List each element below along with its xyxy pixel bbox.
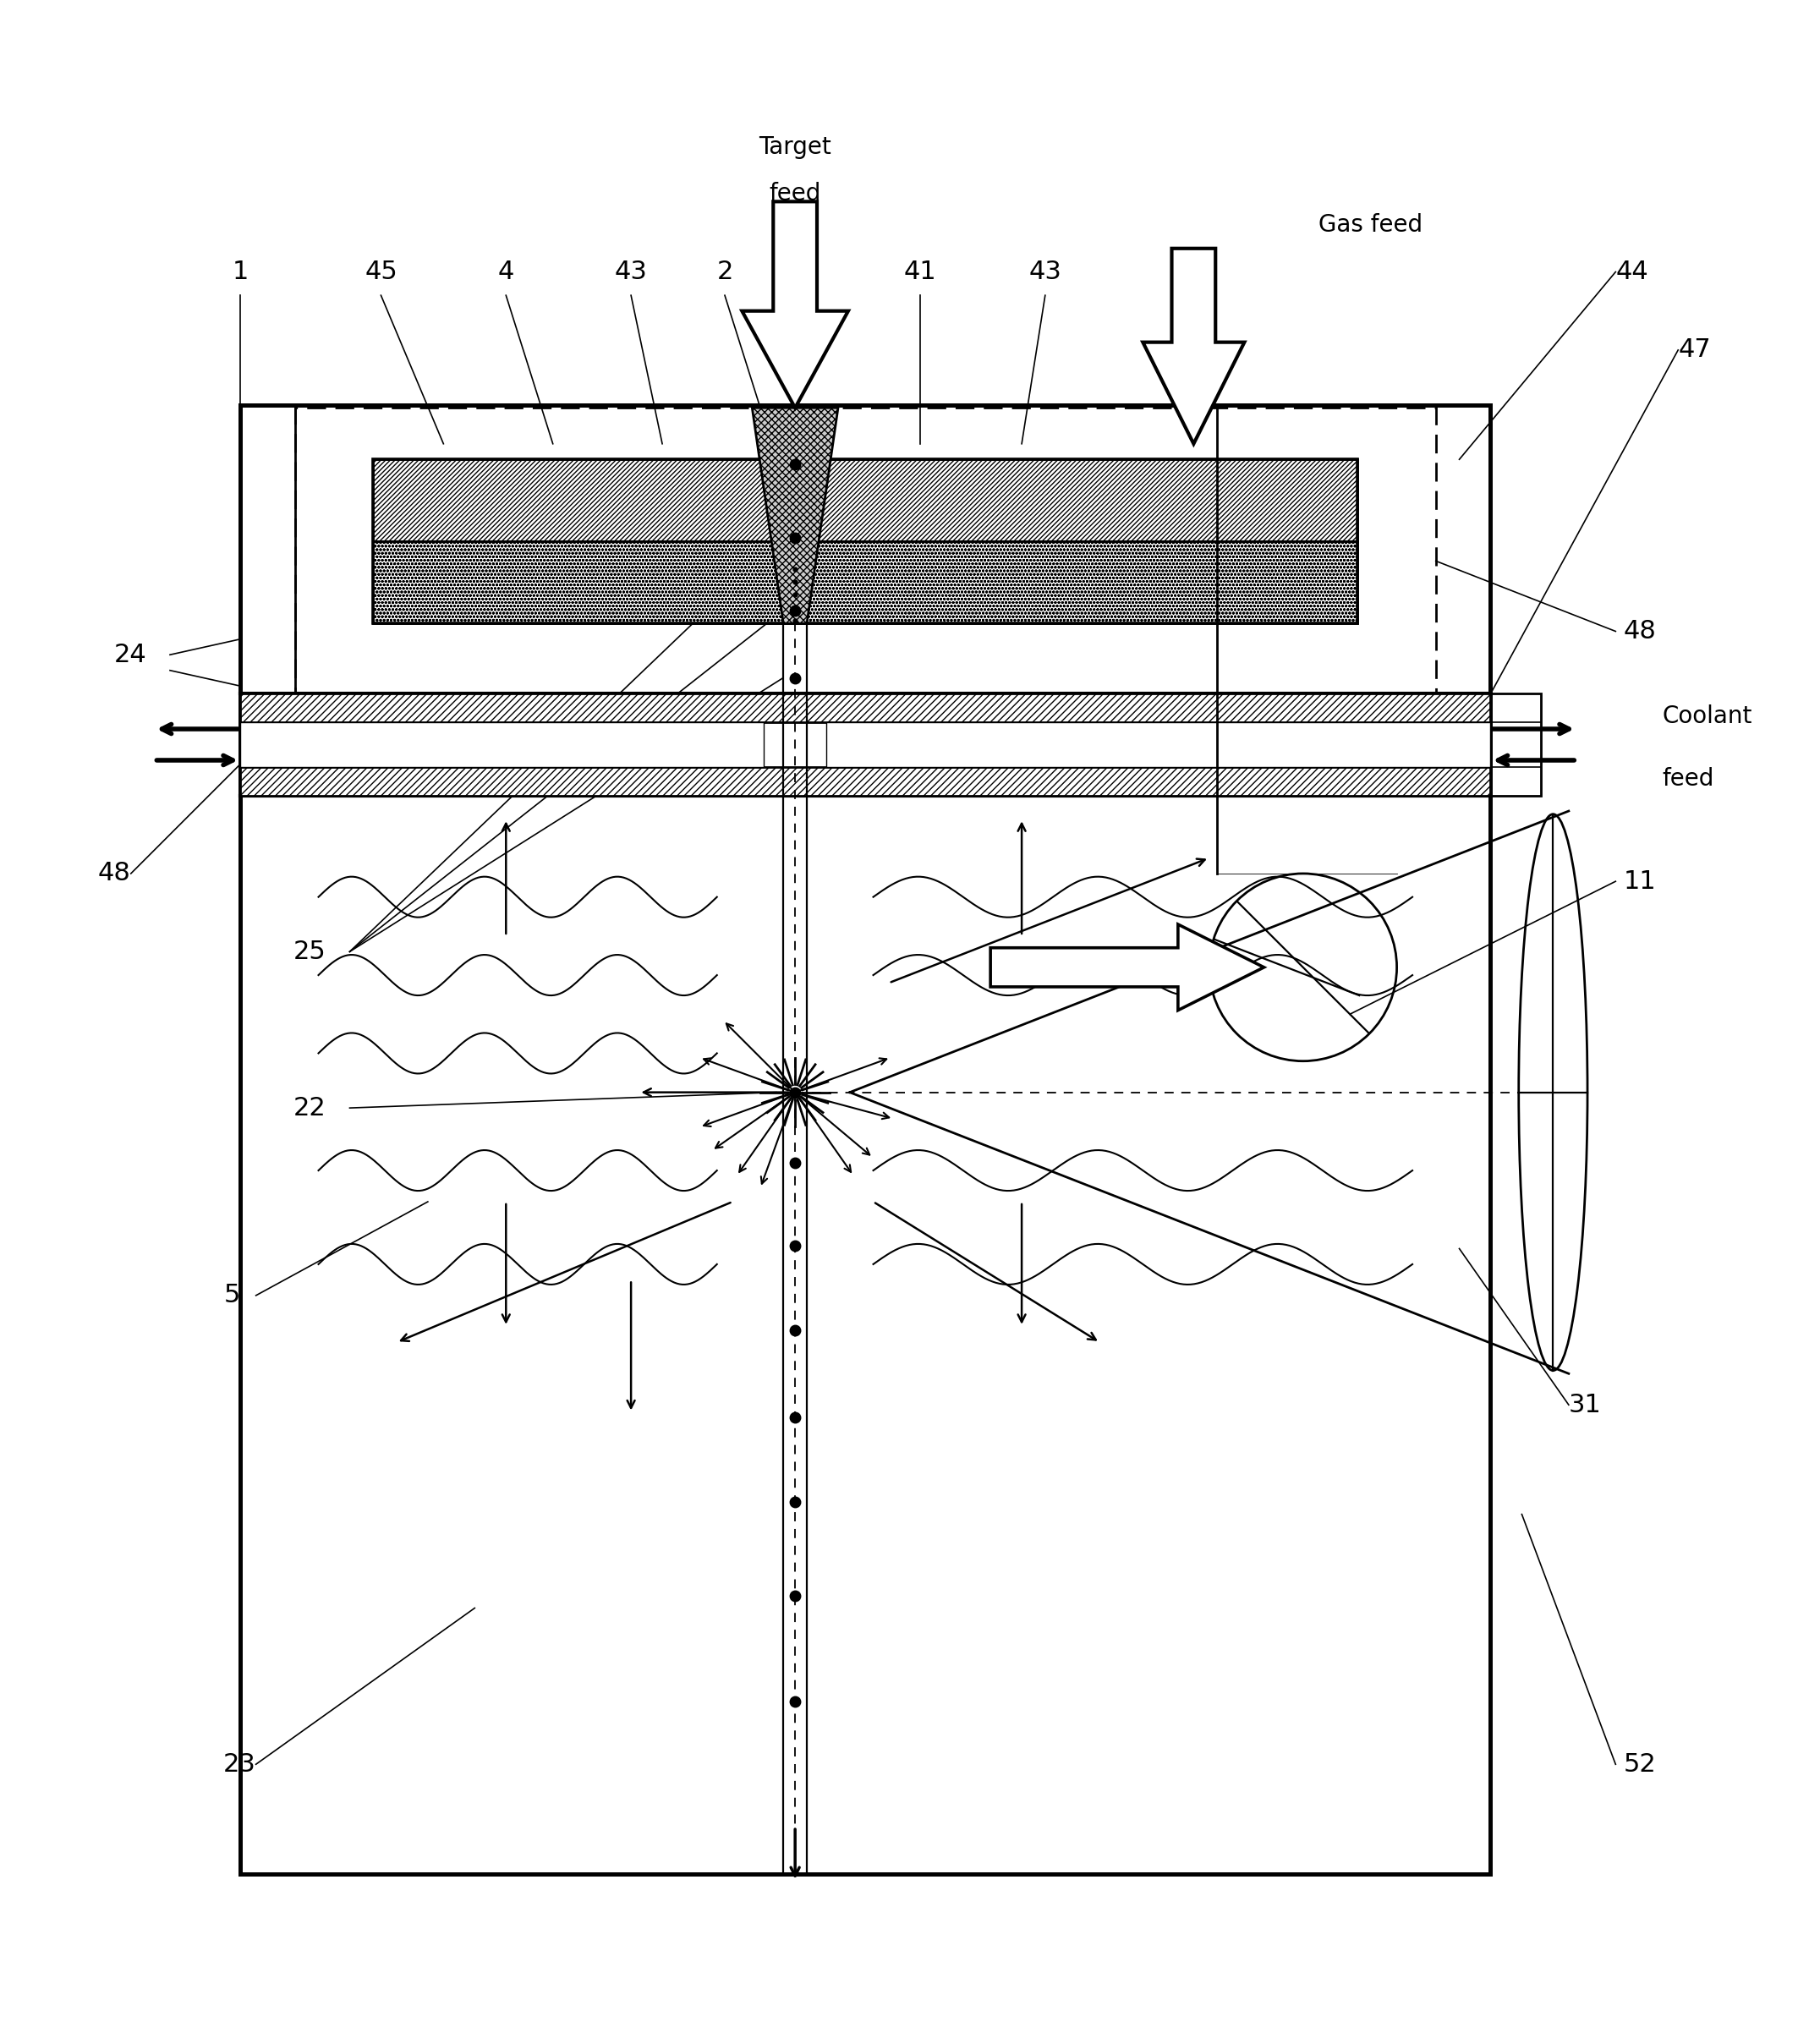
Text: 25: 25 (293, 940, 326, 965)
Text: 52: 52 (1623, 1752, 1657, 1776)
Text: 48: 48 (1623, 619, 1657, 644)
Text: Coolant: Coolant (1662, 705, 1753, 728)
Text: 41: 41 (904, 260, 937, 284)
Text: Gas feed: Gas feed (1319, 213, 1424, 237)
Text: feed: feed (769, 182, 821, 206)
Bar (241, 405, 1491, 1874)
Text: 43: 43 (615, 260, 648, 284)
Text: 22: 22 (293, 1096, 326, 1120)
Text: 43: 43 (1029, 260, 1062, 284)
Text: 23: 23 (223, 1752, 255, 1776)
Polygon shape (742, 202, 848, 409)
Polygon shape (991, 924, 1264, 1010)
Bar (241, 693, 1491, 722)
Text: 24: 24 (114, 642, 147, 666)
Text: 48: 48 (98, 861, 130, 885)
Bar (241, 766, 1491, 795)
Bar (241, 722, 763, 766)
Bar (373, 460, 1359, 623)
Bar (373, 460, 1359, 542)
Bar (1491, 693, 1541, 795)
Text: feed: feed (1662, 766, 1715, 791)
Text: 45: 45 (365, 260, 398, 284)
Polygon shape (1143, 249, 1245, 444)
Text: 47: 47 (1679, 337, 1711, 362)
Text: 44: 44 (1615, 260, 1648, 284)
Text: 5: 5 (224, 1284, 241, 1308)
Text: 31: 31 (1568, 1392, 1601, 1416)
Bar (295, 409, 1436, 693)
Polygon shape (753, 409, 838, 623)
Text: 11: 11 (1623, 869, 1657, 893)
Text: 2: 2 (716, 260, 733, 284)
Text: 1: 1 (232, 260, 248, 284)
Bar (827, 722, 1491, 766)
Text: Target: Target (758, 135, 832, 159)
Text: 4: 4 (497, 260, 514, 284)
Bar (373, 542, 1359, 623)
